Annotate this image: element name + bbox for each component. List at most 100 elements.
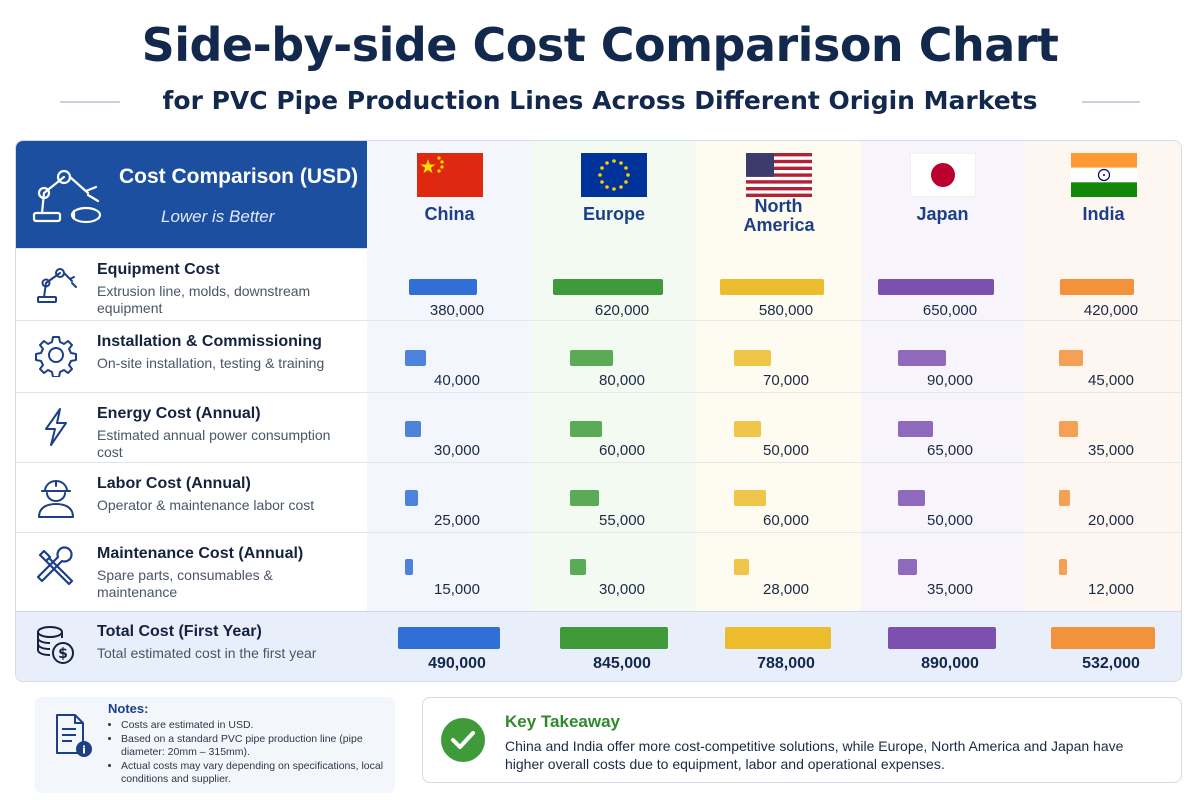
column-bg-europe (532, 141, 696, 681)
table-header-label: Cost Comparison (USD) Lower is Better (16, 141, 367, 248)
bar-china (405, 421, 421, 437)
row-description: Estimated annual power consumption cost (97, 427, 331, 460)
column-label-europe: Europe (582, 204, 645, 224)
china-flag-icon (416, 153, 483, 197)
value-label: 35,000 (1088, 442, 1134, 459)
row-description: Extrusion line, molds, downstream equipm… (97, 283, 311, 316)
column-header-north-america: North America (696, 141, 861, 248)
value-label: 60,000 (763, 512, 809, 529)
note-item: Actual costs may vary depending on speci… (121, 760, 393, 786)
bar-china (405, 559, 413, 575)
value-label: 60,000 (599, 442, 645, 459)
usa-flag-icon (745, 153, 812, 197)
header-title: Cost Comparison (USD) (119, 165, 359, 188)
column-label-india: India (1082, 204, 1125, 224)
page-subtitle: for PVC Pipe Production Lines Across Dif… (162, 86, 1038, 115)
tools-icon (36, 546, 74, 586)
value-label: 650,000 (922, 302, 978, 319)
notes-panel: i Notes: Costs are estimated in USD. Bas… (35, 697, 395, 793)
bar-india (1051, 627, 1155, 649)
row-label-total: $ Total Cost (First Year) Total estimate… (16, 611, 367, 681)
bar-japan (898, 421, 933, 437)
coins-icon: $ (37, 626, 74, 664)
cost-comparison-table: Cost Comparison (USD) Lower is Better Ch… (15, 140, 1182, 682)
row-label-installation: Installation & Commissioning On-site ins… (16, 320, 367, 392)
column-header-japan: Japan (861, 141, 1024, 248)
bar-north-america (720, 279, 824, 295)
svg-text:$: $ (58, 646, 68, 662)
value-label: 420,000 (1083, 302, 1139, 319)
row-description: Operator & maintenance labor cost (97, 497, 315, 513)
note-item: Costs are estimated in USD. (121, 719, 393, 732)
value-label: 845,000 (593, 655, 651, 672)
column-header-china: China (367, 141, 532, 248)
subtitle-divider-right (1082, 101, 1140, 103)
value-label: 40,000 (434, 372, 480, 389)
column-bg-japan (861, 141, 1024, 681)
column-bg-north-america (696, 141, 861, 681)
bar-china (409, 279, 477, 295)
value-label: 80,000 (599, 372, 645, 389)
bar-india (1059, 350, 1083, 366)
value-label: 90,000 (927, 372, 973, 389)
bar-japan (888, 627, 996, 649)
subtitle-divider-left (60, 101, 120, 103)
key-takeaway-panel: Key Takeaway China and India offer more … (422, 697, 1182, 783)
row-divider (367, 462, 1181, 463)
bar-india (1059, 490, 1070, 506)
bar-north-america (734, 490, 766, 506)
row-divider (367, 532, 1181, 533)
row-label-labor: Labor Cost (Annual) Operator & maintenan… (16, 462, 367, 532)
value-label: 70,000 (763, 372, 809, 389)
note-item: Based on a standard PVC pipe production … (121, 733, 393, 759)
bar-north-america (734, 559, 749, 575)
svg-text:i: i (82, 744, 86, 757)
row-label-equipment: Equipment Cost Extrusion line, molds, do… (16, 248, 367, 320)
value-label: 620,000 (594, 302, 650, 319)
bar-europe (570, 421, 602, 437)
value-label: 532,000 (1082, 655, 1140, 672)
row-divider (367, 320, 1181, 321)
value-label: 490,000 (428, 655, 486, 672)
value-label: 30,000 (434, 442, 480, 459)
page-title: Side-by-side Cost Comparison Chart (141, 18, 1059, 72)
column-header-india: India (1024, 141, 1181, 248)
row-divider (367, 392, 1181, 393)
notes-heading: Notes: (108, 701, 149, 716)
bar-japan (898, 490, 925, 506)
column-label-japan: Japan (916, 204, 969, 224)
row-title: Labor Cost (Annual) (97, 475, 251, 492)
bar-europe (570, 350, 613, 366)
north-america-label: North America (743, 196, 815, 235)
bar-india (1059, 421, 1078, 437)
row-description: Total estimated cost in the first year (97, 645, 317, 661)
value-label: 380,000 (429, 302, 485, 319)
bar-japan (898, 350, 946, 366)
value-label: 25,000 (434, 512, 480, 529)
value-label: 580,000 (758, 302, 814, 319)
value-label: 45,000 (1088, 372, 1134, 389)
value-label: 30,000 (599, 581, 645, 598)
robot-arm-icon (32, 169, 102, 224)
row-label-energy: Energy Cost (Annual) Estimated annual po… (16, 392, 367, 462)
row-title: Total Cost (First Year) (97, 623, 262, 640)
document-info-icon: i (56, 714, 92, 757)
bar-north-america (724, 627, 832, 649)
value-label: 65,000 (927, 442, 973, 459)
bar-north-america (734, 350, 772, 366)
bar-europe (552, 279, 664, 295)
value-label: 50,000 (927, 512, 973, 529)
column-label-china: China (424, 204, 475, 224)
row-title: Energy Cost (Annual) (97, 405, 261, 422)
worker-icon (38, 480, 74, 518)
india-flag-icon (1070, 153, 1137, 197)
value-label: 890,000 (921, 655, 979, 672)
bar-europe (570, 559, 586, 575)
column-bg-india (1024, 141, 1181, 681)
row-label-maintenance: Maintenance Cost (Annual) Spare parts, c… (16, 532, 367, 611)
column-header-europe: Europe (532, 141, 696, 248)
row-description: Spare parts, consumables & maintenance (97, 567, 273, 600)
row-description: On-site installation, testing & training (97, 355, 325, 371)
column-bg-china (367, 141, 532, 681)
value-label: 788,000 (757, 655, 815, 672)
